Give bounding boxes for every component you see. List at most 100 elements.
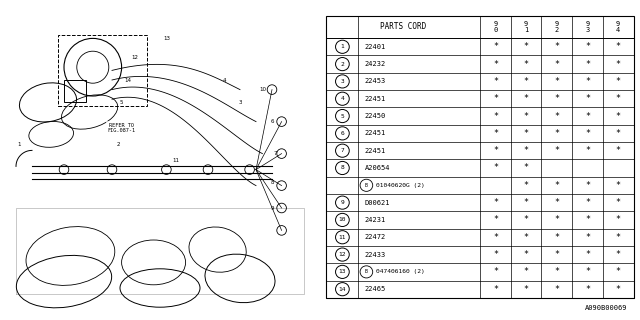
Text: *: *	[554, 112, 559, 121]
Text: *: *	[524, 42, 529, 51]
Text: 9
3: 9 3	[586, 20, 589, 33]
Text: *: *	[493, 94, 498, 103]
Text: PARTS CORD: PARTS CORD	[380, 22, 426, 31]
Text: 11: 11	[339, 235, 346, 240]
Text: *: *	[585, 129, 590, 138]
Text: *: *	[554, 233, 559, 242]
Text: *: *	[554, 181, 559, 190]
Text: 12: 12	[131, 55, 138, 60]
Text: *: *	[585, 285, 590, 294]
Text: *: *	[616, 129, 621, 138]
Text: *: *	[524, 250, 529, 259]
Text: *: *	[554, 94, 559, 103]
Text: *: *	[585, 146, 590, 155]
Text: 7: 7	[340, 148, 344, 153]
Text: *: *	[524, 94, 529, 103]
Text: 22451: 22451	[365, 130, 386, 136]
Bar	[64, 80, 86, 102]
Text: *: *	[616, 198, 621, 207]
Text: A20654: A20654	[365, 165, 390, 171]
Text: *: *	[585, 233, 590, 242]
Text: A090B00069: A090B00069	[585, 305, 627, 310]
Text: *: *	[493, 77, 498, 86]
Text: *: *	[554, 285, 559, 294]
Text: 4: 4	[222, 77, 226, 83]
Text: 1: 1	[340, 44, 344, 49]
Text: *: *	[493, 42, 498, 51]
Text: *: *	[585, 77, 590, 86]
Text: 10: 10	[339, 217, 346, 222]
Text: *: *	[554, 77, 559, 86]
Text: 9
1: 9 1	[524, 20, 528, 33]
Text: 14: 14	[339, 287, 346, 292]
Text: *: *	[585, 250, 590, 259]
Text: *: *	[616, 250, 621, 259]
Text: *: *	[524, 164, 529, 172]
Text: *: *	[493, 285, 498, 294]
Text: *: *	[524, 129, 529, 138]
Text: 6: 6	[270, 119, 274, 124]
Text: *: *	[554, 268, 559, 276]
Text: 9: 9	[270, 205, 274, 211]
Text: 8: 8	[340, 165, 344, 171]
Text: *: *	[616, 94, 621, 103]
Text: *: *	[493, 60, 498, 68]
Text: 047406160 (2): 047406160 (2)	[376, 269, 425, 274]
Text: *: *	[493, 215, 498, 224]
Text: 1: 1	[17, 141, 21, 147]
Text: *: *	[585, 60, 590, 68]
Text: *: *	[554, 129, 559, 138]
Text: *: *	[616, 77, 621, 86]
Text: *: *	[524, 60, 529, 68]
Text: *: *	[554, 215, 559, 224]
Text: 9
0: 9 0	[493, 20, 497, 33]
Text: *: *	[493, 112, 498, 121]
Text: *: *	[585, 215, 590, 224]
Text: 22451: 22451	[365, 96, 386, 102]
Text: *: *	[616, 112, 621, 121]
Text: 3: 3	[340, 79, 344, 84]
Text: 2: 2	[340, 61, 344, 67]
Text: *: *	[616, 285, 621, 294]
Text: *: *	[493, 146, 498, 155]
Text: 13: 13	[163, 36, 170, 41]
Text: B: B	[365, 269, 368, 274]
Text: 22472: 22472	[365, 234, 386, 240]
Text: 11: 11	[173, 157, 179, 163]
Text: *: *	[493, 164, 498, 172]
Text: *: *	[493, 129, 498, 138]
Text: 9
4: 9 4	[616, 20, 620, 33]
Text: 22453: 22453	[365, 78, 386, 84]
Text: *: *	[616, 146, 621, 155]
Text: *: *	[524, 112, 529, 121]
Text: 22401: 22401	[365, 44, 386, 50]
Text: *: *	[493, 198, 498, 207]
Text: 4: 4	[340, 96, 344, 101]
Text: *: *	[585, 42, 590, 51]
Text: *: *	[554, 250, 559, 259]
Text: *: *	[585, 94, 590, 103]
Text: B: B	[365, 183, 368, 188]
Text: *: *	[524, 77, 529, 86]
Text: *: *	[493, 233, 498, 242]
Text: *: *	[524, 215, 529, 224]
Text: *: *	[616, 42, 621, 51]
Text: *: *	[554, 146, 559, 155]
Text: 3: 3	[238, 100, 242, 105]
Text: *: *	[585, 198, 590, 207]
Text: 22451: 22451	[365, 148, 386, 154]
Text: *: *	[493, 268, 498, 276]
Text: 22465: 22465	[365, 286, 386, 292]
Text: *: *	[616, 60, 621, 68]
Text: 13: 13	[339, 269, 346, 274]
Text: 8: 8	[270, 180, 274, 185]
Text: 9
2: 9 2	[555, 20, 559, 33]
Text: *: *	[616, 181, 621, 190]
Text: 10: 10	[259, 87, 266, 92]
Text: *: *	[616, 268, 621, 276]
Text: 7: 7	[273, 151, 277, 156]
Text: 9: 9	[340, 200, 344, 205]
Text: 22450: 22450	[365, 113, 386, 119]
Text: *: *	[554, 60, 559, 68]
Text: *: *	[524, 181, 529, 190]
